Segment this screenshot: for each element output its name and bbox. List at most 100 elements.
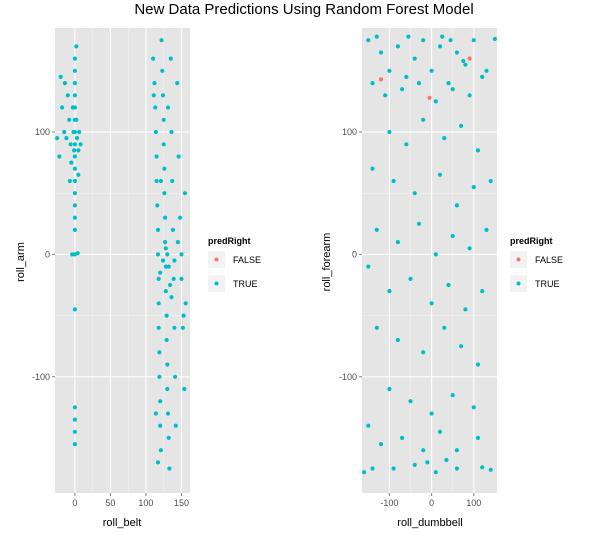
left-point-true-78 — [166, 435, 171, 440]
right-x-tick-label-1: 0 — [429, 498, 434, 508]
left-point-true-44 — [70, 252, 75, 257]
left-point-true-99 — [158, 270, 163, 275]
left-point-true-12 — [72, 68, 77, 73]
left-point-true-31 — [72, 442, 77, 447]
left-point-true-10 — [72, 148, 77, 153]
left-x-tick-label-3: 150 — [174, 498, 189, 508]
right-point-true-34 — [488, 178, 493, 184]
left-point-true-21 — [72, 178, 77, 184]
right-point-true-12 — [471, 38, 476, 43]
right-point-true-39 — [450, 233, 455, 239]
left-point-true-28 — [72, 405, 77, 410]
right-point-true-24 — [421, 117, 426, 122]
right-point-true-21 — [480, 74, 485, 79]
right-point-true-40 — [467, 246, 472, 251]
right-y-tick-label-1: 0 — [352, 249, 357, 259]
left-point-true-47 — [153, 105, 158, 110]
left-point-true-65 — [161, 117, 166, 122]
left-point-true-104 — [175, 240, 180, 245]
right-point-true-16 — [400, 87, 405, 92]
right-legend-dot-true — [516, 281, 521, 286]
left-point-true-106 — [181, 313, 186, 318]
right-point-true-38 — [433, 252, 438, 257]
left-point-true-90 — [178, 215, 183, 220]
left-point-true-73 — [164, 313, 169, 318]
left-point-true-20 — [72, 166, 77, 171]
right-point-true-32 — [454, 203, 459, 208]
right-point-true-59 — [471, 405, 476, 410]
right-legend: predRight FALSE TRUE — [510, 236, 563, 292]
left-point-true-55 — [156, 301, 161, 306]
left-point-true-4 — [65, 93, 70, 98]
right-point-true-55 — [387, 386, 392, 392]
left-point-true-80 — [168, 56, 173, 61]
left-point-true-33 — [74, 117, 79, 122]
left-x-tick-label-2: 100 — [138, 498, 153, 508]
left-point-true-54 — [156, 276, 161, 281]
left-x-ticks: 0 50 100 150 — [72, 493, 189, 508]
left-plot: -100 0 100 0 50 100 150 roll_belt roll_arm — [15, 28, 190, 529]
right-x-axis-label: roll_dumbbell — [397, 517, 462, 529]
right-y-tick-label-2: 100 — [342, 127, 357, 137]
right-point-true-8 — [437, 44, 443, 49]
left-point-true-51 — [155, 203, 160, 208]
left-point-true-50 — [154, 178, 159, 184]
right-legend-dot-false — [516, 257, 521, 262]
right-point-true-57 — [429, 411, 434, 416]
right-point-true-45 — [429, 301, 434, 306]
left-y-axis-label: roll_arm — [15, 242, 27, 282]
left-x-tick-label-1: 50 — [105, 498, 115, 508]
left-point-true-23 — [72, 203, 77, 208]
right-point-true-33 — [471, 185, 476, 190]
left-y-tick-label-1: 0 — [45, 249, 50, 259]
right-point-true-69 — [412, 462, 417, 467]
left-point-true-108 — [165, 105, 171, 110]
chart-title: New Data Predictions Using Random Forest… — [134, 1, 473, 18]
right-point-true-81 — [440, 34, 445, 39]
left-point-true-74 — [164, 337, 169, 343]
left-point-true-101 — [163, 246, 168, 251]
left-point-true-49 — [154, 154, 159, 159]
left-point-true-86 — [173, 374, 178, 379]
left-point-true-66 — [161, 142, 166, 147]
left-point-true-81 — [169, 129, 174, 135]
left-point-true-36 — [76, 172, 81, 177]
right-point-true-42 — [366, 264, 371, 269]
left-point-true-84 — [171, 276, 176, 281]
right-point-true-36 — [395, 240, 400, 245]
right-plot-panel — [362, 28, 497, 493]
left-point-true-102 — [169, 295, 174, 300]
right-point-true-18 — [433, 99, 438, 104]
left-point-true-29 — [72, 417, 77, 422]
right-point-true-43 — [387, 289, 392, 294]
right-point-true-61 — [378, 442, 384, 447]
left-point-true-42 — [67, 178, 72, 184]
left-point-true-45 — [151, 56, 156, 61]
left-legend-label-true: TRUE — [233, 279, 258, 289]
left-point-true-109 — [155, 460, 161, 465]
right-point-true-5 — [412, 56, 417, 61]
left-x-axis-label: roll_belt — [103, 517, 142, 529]
right-y-axis-label: roll_forearm — [321, 233, 333, 292]
left-point-true-19 — [72, 154, 77, 159]
left-point-true-43 — [75, 251, 80, 256]
right-point-true-79 — [374, 34, 379, 39]
right-point-false-2 — [467, 56, 472, 61]
left-point-true-95 — [183, 301, 188, 306]
left-point-true-68 — [162, 191, 167, 196]
right-point-true-11 — [463, 62, 468, 67]
right-point-true-60 — [366, 423, 371, 428]
right-point-true-2 — [387, 68, 392, 73]
left-point-true-6 — [68, 142, 73, 147]
right-x-ticks: -100 0 100 — [380, 493, 481, 508]
left-point-true-13 — [72, 81, 77, 86]
right-point-true-50 — [395, 337, 400, 343]
left-point-true-94 — [182, 191, 188, 196]
left-point-true-87 — [173, 423, 178, 428]
right-point-true-7 — [429, 68, 434, 73]
right-x-tick-label-2: 100 — [466, 498, 481, 508]
right-point-true-10 — [454, 50, 459, 55]
right-point-true-75 — [425, 460, 430, 465]
right-y-ticks: -100 0 100 — [339, 127, 362, 382]
left-x-tick-label-0: 0 — [72, 498, 77, 508]
